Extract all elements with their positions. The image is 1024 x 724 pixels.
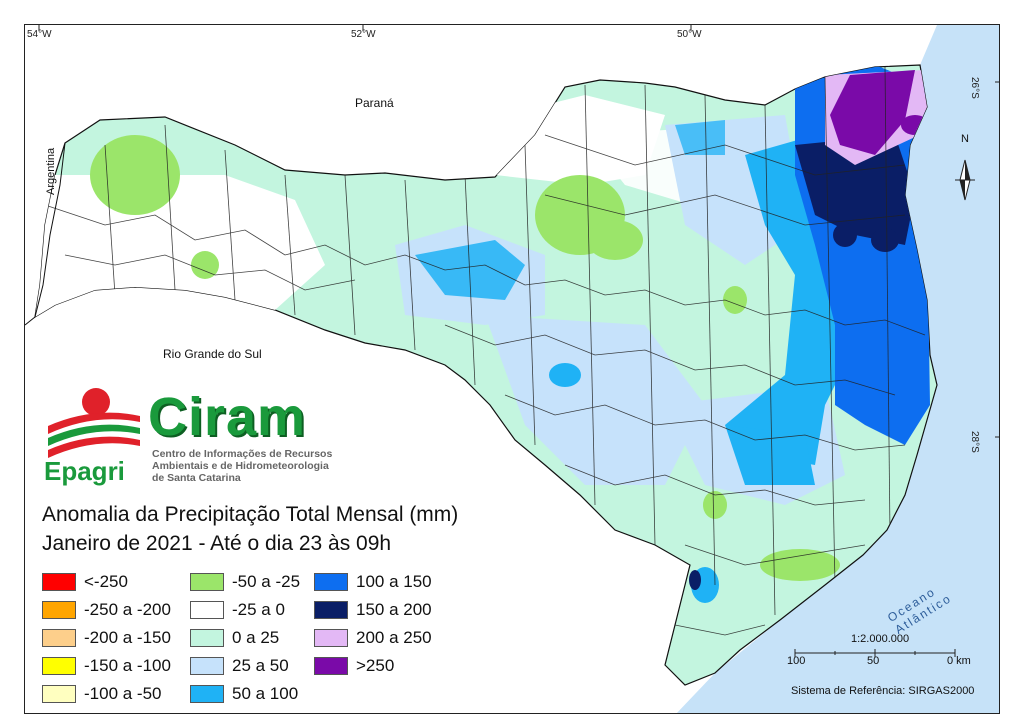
legend-swatch [42,573,76,591]
legend-swatch [42,657,76,675]
legend-item: 100 a 150 [314,572,432,592]
legend-item: 50 a 100 [190,684,298,704]
legend-label: -250 a -200 [84,600,171,619]
lat-tick-label: 28°S [969,431,980,453]
epagri-brand: Epagri [44,456,125,486]
ciram-subtitle: Centro de Informações de Recursos Ambien… [152,448,333,484]
legend-label: -25 a 0 [232,600,285,619]
legend-item: 0 a 25 [190,628,279,648]
legend-item: 25 a 50 [190,656,289,676]
label-rio-grande-do-sul: Rio Grande do Sul [163,347,262,361]
legend-swatch [42,685,76,703]
legend: <-250 -250 a -200 -200 a -150 -150 a -100 -1… [42,572,462,712]
map-frame: 54°W 52°W 50°W 26°S 28°S Paraná Argentin… [24,24,1000,714]
legend-label: 50 a 100 [232,684,299,703]
lat-tick-label: 26°S [969,77,980,99]
label-argentina: Argentina [45,147,57,195]
legend-swatch [314,573,348,591]
legend-item: 150 a 200 [314,600,432,620]
map-title: Anomalia da Precipitação Total Mensal (m… [42,503,459,526]
north-label: N [961,133,969,145]
legend-label: 0 a 25 [232,628,280,647]
scale-label: 50 [867,655,880,667]
legend-item: -50 a -25 [190,572,300,592]
legend-swatch [42,601,76,619]
legend-label: -150 a -100 [84,656,171,675]
legend-item: <-250 [42,572,128,592]
legend-label: 100 a 150 [356,572,432,591]
argentina-border [34,142,66,318]
legend-swatch [314,601,348,619]
legend-label: <-250 [84,572,128,591]
legend-item: -250 a -200 [42,600,171,620]
label-parana: Paraná [355,96,394,110]
legend-swatch [190,685,224,703]
legend-label: -200 a -150 [84,628,171,647]
legend-label: 25 a 50 [232,656,289,675]
scale-ratio: 1:2.000.000 [851,633,910,645]
lon-tick-label: 52°W [351,29,376,40]
legend-item: -200 a -150 [42,628,171,648]
lon-tick-label: 50°W [677,29,702,40]
municipal-boundaries [44,66,926,636]
legend-label: -100 a -50 [84,684,162,703]
legend-item: >250 [314,656,394,676]
graticule-ticks [38,25,999,438]
legend-label: 200 a 250 [356,628,432,647]
lon-tick-label: 54°W [27,29,52,40]
legend-swatch [314,629,348,647]
legend-swatch [190,629,224,647]
scale-bar [794,649,956,657]
legend-label: >250 [356,656,395,675]
legend-swatch [190,601,224,619]
rs-border [25,316,36,326]
legend-item: 200 a 250 [314,628,432,648]
crs-note: Sistema de Referência: SIRGAS2000 [791,685,975,697]
scale-label: 0 km [947,655,971,667]
ciram-brand: Ciram [148,387,307,447]
scale-label: 100 [787,655,806,667]
legend-item: -100 a -50 [42,684,162,704]
ocean-area [676,25,999,713]
legend-label: -50 a -25 [232,572,301,591]
legend-label: 150 a 200 [356,600,432,619]
legend-swatch [42,629,76,647]
legend-item: -150 a -100 [42,656,171,676]
map-subtitle: Janeiro de 2021 - Até o dia 23 às 09h [42,532,392,555]
legend-swatch [190,657,224,675]
ciram-epagri-logo: Ciram Epagri Centro de Informações de Re… [44,386,374,496]
north-arrow-icon [955,159,975,201]
epagri-emblem-icon [48,388,140,458]
legend-swatch [314,657,348,675]
legend-item: -25 a 0 [190,600,285,620]
anomaly-fields [35,65,930,603]
legend-swatch [190,573,224,591]
precipitation-anomaly-map [25,25,999,713]
